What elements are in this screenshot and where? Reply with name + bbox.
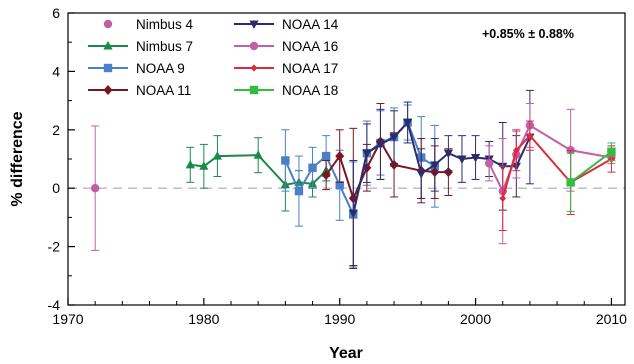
- data-point: [212, 151, 223, 160]
- legend-label: NOAA 9: [136, 61, 185, 76]
- y-tick-label: -2: [48, 239, 61, 255]
- data-point: [362, 149, 372, 159]
- legend-item-nimbus-4: Nimbus 4: [103, 17, 194, 32]
- series-nimbus-7: [185, 135, 331, 212]
- legend-label: NOAA 14: [282, 17, 339, 32]
- series-noaa-16: [484, 103, 616, 245]
- data-point: [389, 133, 399, 143]
- data-point: [403, 119, 413, 128]
- x-tick-label: 1980: [188, 311, 219, 327]
- series-nimbus-4: [90, 125, 100, 251]
- data-point: [443, 149, 453, 159]
- data-point: [389, 159, 399, 170]
- series-line: [325, 139, 449, 202]
- data-point: [185, 159, 195, 169]
- data-point: [335, 181, 344, 190]
- legend-item-noaa-17: NOAA 17: [234, 61, 338, 76]
- legend-item-nimbus-7: Nimbus 7: [88, 39, 193, 54]
- legend-label: Nimbus 4: [136, 17, 194, 32]
- legend-item-noaa-18: NOAA 18: [234, 83, 338, 98]
- x-tick-label: 2010: [596, 311, 627, 327]
- legend-label: NOAA 16: [282, 39, 338, 54]
- data-point: [321, 151, 331, 161]
- data-point: [566, 178, 575, 187]
- data-point: [484, 159, 494, 168]
- legend-marker: [249, 41, 259, 51]
- series-line: [570, 150, 613, 184]
- x-axis-title: Year: [329, 345, 363, 362]
- data-point: [470, 154, 481, 163]
- series-line: [488, 123, 612, 194]
- legend-label: NOAA 17: [282, 61, 338, 76]
- legend-label: NOAA 11: [136, 83, 191, 98]
- y-tick-label: 0: [52, 180, 60, 196]
- data-point: [457, 155, 467, 164]
- axis-layer: 1970 1980 1990 2000 2010 -4 -2 0 2 4 6: [48, 5, 628, 327]
- y-axis-title: % difference: [9, 111, 26, 206]
- legend: Nimbus 4 Nimbus 7 NOAA 9 NOAA 11 NOAA 14 NOAA…: [88, 17, 339, 98]
- legend-item-noaa-9: NOAA 9: [88, 61, 185, 76]
- x-tick-label: 2000: [460, 311, 491, 327]
- legend-item-noaa-14: NOAA 14: [234, 17, 339, 32]
- legend-marker: [249, 85, 259, 95]
- data-point: [430, 161, 440, 170]
- x-tick-label: 1970: [52, 311, 83, 327]
- legend-marker: [103, 63, 113, 73]
- series-noaa-18: [566, 142, 616, 213]
- data-point: [513, 146, 520, 154]
- data-point: [294, 186, 304, 196]
- data-point: [375, 140, 386, 150]
- data-point: [526, 132, 534, 140]
- series-line: [501, 134, 612, 199]
- legend-item-noaa-16: NOAA 16: [234, 39, 338, 54]
- data-point: [321, 170, 331, 181]
- legend-label: NOAA 18: [282, 83, 338, 98]
- data-point: [416, 170, 426, 179]
- data-point: [335, 151, 345, 162]
- legend-marker: [250, 64, 258, 72]
- y-tick-label: -4: [48, 297, 61, 313]
- legend-marker: [249, 20, 259, 29]
- y-tick-label: 4: [52, 63, 60, 79]
- legend-label: Nimbus 7: [136, 39, 193, 54]
- data-point: [199, 161, 209, 170]
- legend-marker: [103, 85, 113, 95]
- x-tick-label: 1990: [324, 311, 355, 327]
- data-point: [281, 156, 290, 165]
- legend-marker: [103, 41, 113, 50]
- plot-frame: [67, 12, 626, 306]
- data-point: [253, 150, 263, 159]
- data-point: [348, 209, 358, 219]
- data-point: [499, 194, 507, 203]
- data-point: [607, 147, 616, 156]
- legend-marker: [103, 19, 113, 29]
- series-layer: [90, 89, 616, 269]
- y-tick-label: 6: [52, 5, 60, 21]
- y-tick-label: 2: [52, 122, 60, 138]
- data-point: [308, 163, 317, 172]
- stats-annotation: +0.85% ± 0.88%: [482, 27, 574, 41]
- data-point: [443, 167, 453, 178]
- legend-item-noaa-11: NOAA 11: [88, 83, 191, 98]
- data-point: [90, 184, 100, 193]
